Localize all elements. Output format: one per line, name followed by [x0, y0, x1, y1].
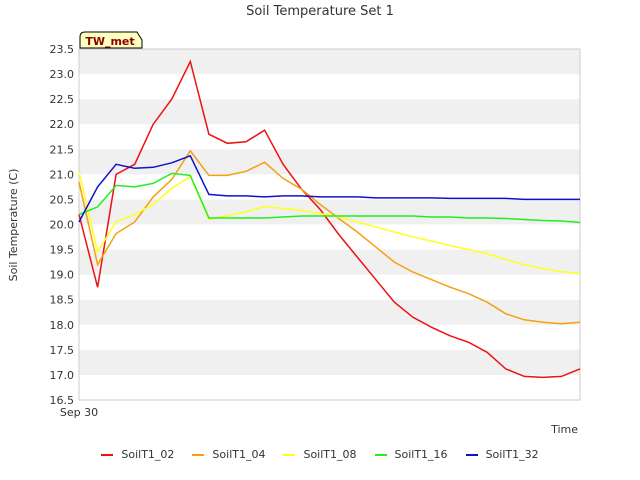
legend-swatch	[374, 453, 387, 456]
legend-item: SoilT1_16	[374, 448, 448, 461]
legend-item: SoilT1_02	[101, 448, 174, 461]
grid-band	[79, 349, 580, 375]
legend-swatch	[101, 453, 114, 456]
legend-label: SoilT1_02	[121, 448, 175, 461]
y-tick-label: 23.5	[50, 43, 75, 56]
legend-label: SoilT1_16	[394, 448, 448, 461]
legend-item: SoilT1_08	[283, 448, 357, 461]
y-tick-label: 17.5	[50, 344, 75, 357]
y-tick-label: 19.0	[50, 269, 75, 282]
legend-label: SoilT1_32	[485, 448, 539, 461]
y-tick-label: 23.0	[50, 68, 75, 81]
series-line-soilt1_02	[78, 59, 581, 379]
y-tick-labels: 16.5 17.0 17.5 18.0 18.5 19.0 19.5 20.0 20.5 21.0…	[50, 43, 75, 407]
legend: SoilT1_02 SoilT1_04 SoilT1_08 SoilT1_16 Soil…	[0, 448, 640, 461]
x-axis-label: Time	[550, 423, 578, 436]
station-badge: TW_met	[79, 31, 143, 49]
y-tick-label: 18.0	[50, 319, 75, 332]
chart-title: Soil Temperature Set 1	[246, 4, 394, 19]
y-axis-label: Soil Temperature (C)	[7, 169, 20, 282]
x-tick-label: Sep 30	[60, 406, 98, 419]
legend-swatch	[283, 453, 296, 456]
grid-band	[79, 49, 580, 75]
grid-band	[79, 249, 580, 275]
y-tick-label: 22.5	[50, 93, 75, 106]
series-lines	[78, 59, 581, 379]
grid-band	[79, 74, 580, 100]
series-line-soilt1_32	[78, 154, 580, 223]
grid-band	[79, 374, 580, 400]
grid-band	[79, 324, 580, 350]
plot-frame	[78, 48, 581, 401]
grid-band	[79, 124, 580, 150]
y-tick-label: 21.0	[50, 168, 75, 181]
grid-band	[79, 274, 580, 300]
grid-band	[79, 224, 580, 250]
legend-swatch	[192, 453, 205, 456]
legend-item: SoilT1_32	[465, 448, 539, 461]
y-tick-label: 20.0	[50, 219, 75, 232]
y-tick-label: 19.5	[50, 244, 75, 257]
y-tick-label: 18.5	[50, 294, 75, 307]
station-badge-label: TW_met	[85, 35, 134, 48]
grid-band	[79, 99, 580, 125]
y-tick-label: 16.5	[50, 394, 75, 407]
legend-item: SoilT1_04	[192, 448, 265, 461]
series-line-soilt1_16	[78, 172, 581, 224]
y-tick-label: 22.0	[50, 118, 75, 131]
y-tick-label: 17.0	[50, 369, 75, 382]
y-tick-label: 21.5	[50, 143, 75, 156]
plot-background-bands	[79, 49, 580, 400]
grid-band	[79, 149, 580, 175]
legend-swatch	[465, 453, 478, 456]
legend-label: SoilT1_04	[212, 448, 266, 461]
legend-label: SoilT1_08	[303, 448, 357, 461]
y-tick-label: 20.5	[50, 193, 75, 206]
grid-band	[79, 299, 580, 325]
series-line-soilt1_04	[78, 149, 581, 325]
